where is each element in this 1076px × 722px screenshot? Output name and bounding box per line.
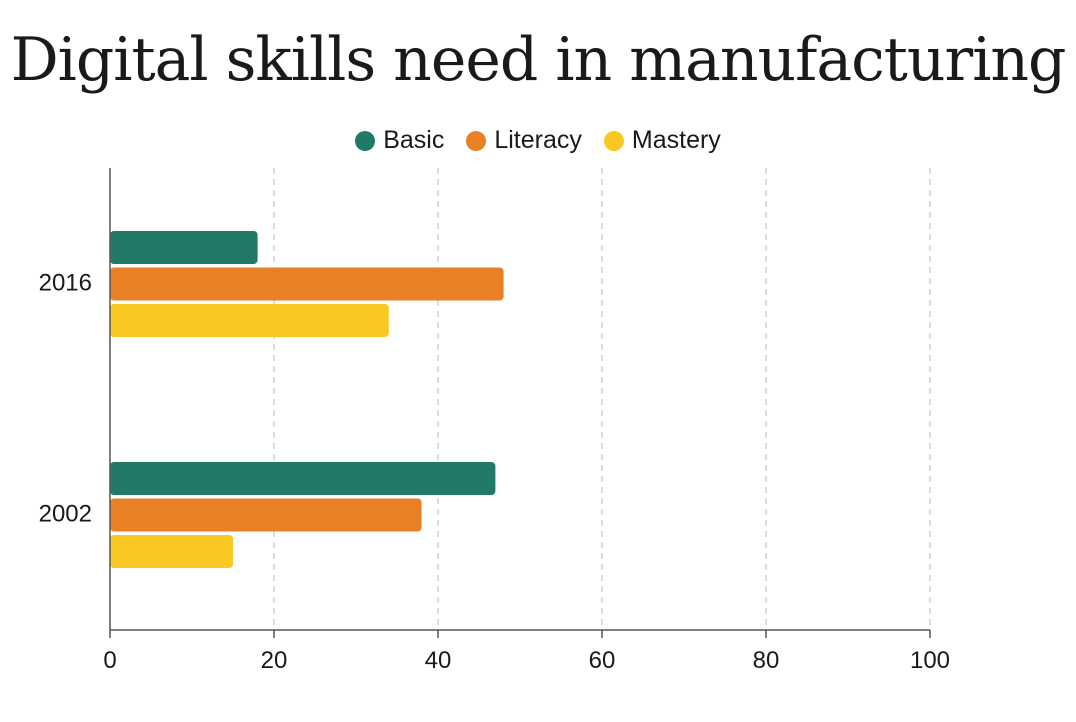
bar-basic-2016[interactable] xyxy=(110,231,258,264)
legend-swatch-literacy xyxy=(466,130,487,151)
legend-label-basic: Basic xyxy=(383,126,445,154)
legend-swatch-basic xyxy=(355,130,376,151)
bar-basic-2002[interactable] xyxy=(110,462,496,495)
bar-literacy-2002[interactable] xyxy=(110,498,422,532)
chart-title: Digital skills need in manufacturing xyxy=(10,25,1067,95)
x-tick-label-80: 80 xyxy=(753,647,780,674)
y-tick-label-2016: 2016 xyxy=(39,269,92,296)
legend-label-literacy: Literacy xyxy=(494,126,582,154)
x-tick-label-20: 20 xyxy=(261,647,288,674)
y-tick-label-2002: 2002 xyxy=(39,500,92,527)
x-tick-label-60: 60 xyxy=(589,647,616,674)
bar-literacy-2016[interactable] xyxy=(110,267,504,301)
legend-item-literacy[interactable]: Literacy xyxy=(466,126,582,155)
legend-item-mastery[interactable]: Mastery xyxy=(603,126,721,155)
legend: Basic Literacy Mastery xyxy=(0,126,1076,155)
legend-label-mastery: Mastery xyxy=(631,126,721,154)
bar-mastery-2002[interactable] xyxy=(110,535,233,568)
bar-mastery-2016[interactable] xyxy=(110,304,389,337)
legend-item-basic[interactable]: Basic xyxy=(355,126,444,155)
x-tick-label-100: 100 xyxy=(910,647,950,674)
x-tick-label-0: 0 xyxy=(103,647,116,674)
legend-swatch-mastery xyxy=(603,130,624,151)
x-tick-label-40: 40 xyxy=(425,647,452,674)
